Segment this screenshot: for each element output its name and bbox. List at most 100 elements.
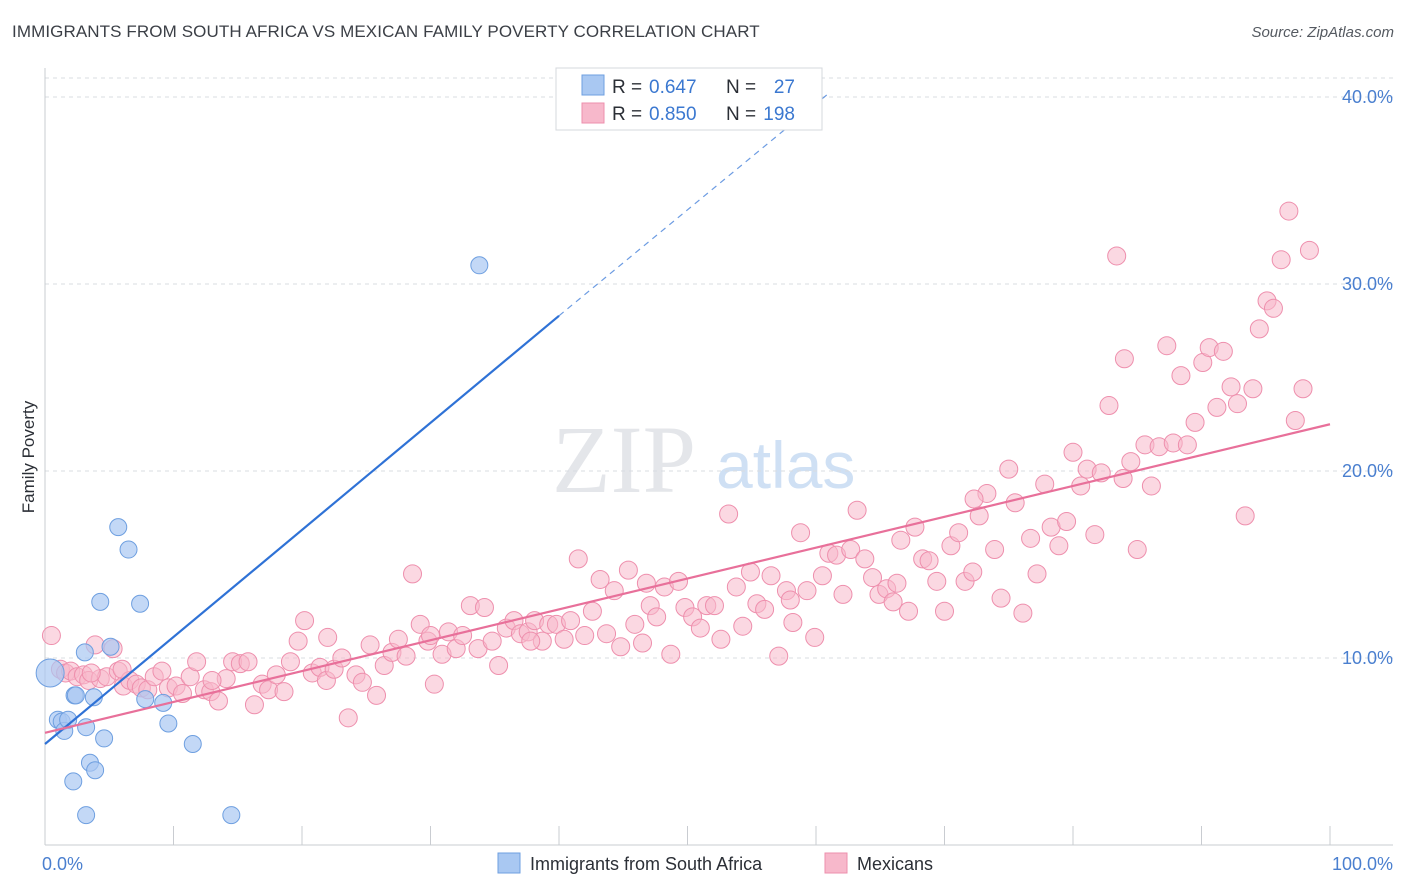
mexicans-point	[891, 530, 911, 550]
south-africa-point	[136, 690, 155, 709]
south-africa-point	[86, 761, 105, 780]
mexicans-point	[633, 633, 653, 653]
mexicans-point	[1213, 341, 1233, 361]
south-africa-point	[75, 643, 94, 662]
y-tick-label-10: 10.0%	[1342, 648, 1393, 668]
legend-swatch-pink	[581, 102, 605, 124]
south-africa-point	[109, 518, 128, 537]
mexicans-point	[1027, 564, 1047, 584]
south-africa-point	[64, 772, 83, 791]
mexicans-point	[1207, 397, 1227, 417]
mexicans-point	[360, 635, 380, 655]
mexicans-point	[690, 618, 710, 638]
mexicans-point	[1013, 603, 1033, 623]
mexicans-point	[647, 607, 667, 627]
mexicans-point	[1249, 319, 1269, 339]
y-tick-label-20: 20.0%	[1342, 461, 1393, 481]
south-africa-point	[101, 637, 120, 656]
mexicans-point	[726, 577, 746, 597]
y-axis-title: Family Poverty	[19, 400, 38, 513]
mexicans-point	[661, 644, 681, 664]
mexicans-point	[274, 682, 294, 702]
mexicans-point	[1099, 396, 1119, 416]
mexicans-point	[568, 549, 588, 569]
mexicans-point	[1021, 528, 1041, 548]
mexicans-point	[318, 627, 338, 647]
mexicans-point	[883, 592, 903, 612]
mexicans-point	[1085, 525, 1105, 545]
mexicans-point	[1185, 412, 1205, 432]
source-label: Source: ZipAtlas.com	[1251, 24, 1394, 41]
mexicans-point	[41, 626, 61, 646]
y-tick-label-30: 30.0%	[1342, 274, 1393, 294]
bottom-legend-swatch-pink	[824, 852, 848, 874]
mexicans-point	[999, 459, 1019, 479]
mexicans-point	[964, 489, 984, 509]
mexicans-point	[985, 540, 1005, 560]
mexicans-point	[1221, 377, 1241, 397]
chart-title: IMMIGRANTS FROM SOUTH AFRICA VS MEXICAN …	[12, 22, 760, 41]
mexicans-point	[863, 568, 883, 588]
mexicans-point	[919, 551, 939, 571]
mexicans-point	[711, 629, 731, 649]
mexicans-point	[833, 584, 853, 604]
legend-r-value-2: 0.850	[649, 104, 697, 125]
mexicans-point	[855, 549, 875, 569]
mexicans-point	[1057, 511, 1077, 531]
mexicans-point	[332, 648, 352, 668]
mexicans-point	[719, 504, 739, 524]
mexicans-point	[152, 661, 172, 681]
mexicans-point	[554, 629, 574, 649]
watermark-zip: ZIP	[552, 406, 696, 513]
mexicans-point	[1285, 411, 1305, 431]
mexicans-point	[424, 674, 444, 694]
mexicans-point	[403, 564, 423, 584]
mexicans-point	[244, 695, 264, 715]
south-africa-point	[95, 729, 114, 748]
mexicans-point	[618, 560, 638, 580]
x-tick-label-max: 100.0%	[1332, 854, 1393, 874]
mexicans-point	[112, 659, 132, 679]
mexicans-point	[704, 596, 724, 616]
mexicans-point	[208, 691, 228, 711]
mexicans-point	[963, 562, 983, 582]
mexicans-point	[1049, 536, 1069, 556]
bottom-legend-label-1: Immigrants from South Africa	[530, 854, 763, 874]
south-africa-point	[183, 735, 202, 754]
mexicans-point	[847, 500, 867, 520]
south-africa-point	[222, 806, 241, 825]
legend-n-value-1: 27	[774, 77, 795, 98]
mexicans-point	[797, 581, 817, 601]
mexicans-point	[1177, 435, 1197, 455]
stats-legend: R = 0.647 N = 27 R = 0.850 N = 198	[555, 67, 823, 131]
mexicans-point	[1121, 452, 1141, 472]
south-africa-points	[35, 256, 489, 825]
mexicans-point	[187, 652, 207, 672]
mexicans-point	[935, 601, 954, 621]
mexicans-point	[561, 611, 581, 631]
mexicans-point	[761, 566, 781, 586]
south-africa-point	[66, 686, 85, 705]
series-legend: Immigrants from South Africa Mexicans	[497, 852, 933, 874]
x-tick-label-min: 0.0%	[42, 854, 83, 874]
mexicans-point	[582, 601, 602, 621]
mexicans-point	[396, 646, 416, 666]
mexicans-point	[338, 708, 358, 728]
mexicans-point	[1005, 493, 1025, 513]
legend-swatch-blue	[581, 74, 605, 96]
mexicans-point	[482, 631, 502, 651]
mexicans-point	[367, 685, 387, 705]
legend-r-label-1: R =	[612, 77, 642, 98]
legend-n-label-2: N =	[726, 104, 756, 125]
mexicans-point	[1293, 379, 1313, 399]
bottom-legend-label-2: Mexicans	[857, 854, 933, 874]
mexicans-point	[841, 540, 861, 560]
legend-n-value-2: 198	[763, 104, 795, 125]
mexicans-point	[1171, 366, 1191, 386]
mexicans-point	[590, 569, 610, 589]
south-africa-point	[35, 658, 65, 688]
mexicans-point	[1107, 246, 1127, 266]
mexicans-points	[41, 201, 1319, 728]
mexicans-point	[1263, 298, 1283, 318]
